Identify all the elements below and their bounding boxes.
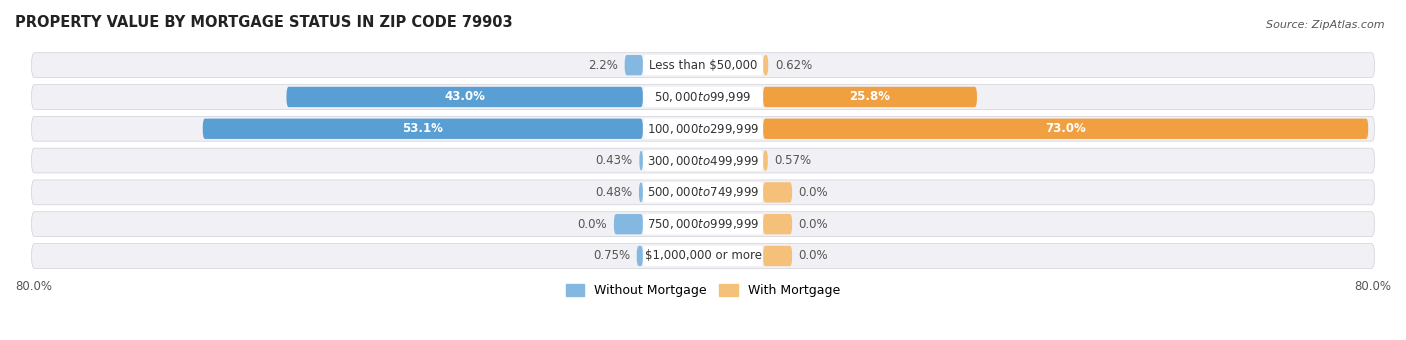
Text: $300,000 to $499,999: $300,000 to $499,999 (647, 154, 759, 168)
Text: Less than $50,000: Less than $50,000 (648, 58, 758, 72)
Text: 0.62%: 0.62% (775, 58, 813, 72)
Text: 80.0%: 80.0% (15, 280, 52, 293)
Text: $1,000,000 or more: $1,000,000 or more (644, 250, 762, 262)
FancyBboxPatch shape (31, 85, 1375, 109)
Text: 25.8%: 25.8% (849, 90, 890, 103)
FancyBboxPatch shape (624, 55, 643, 75)
Text: $100,000 to $299,999: $100,000 to $299,999 (647, 122, 759, 136)
FancyBboxPatch shape (31, 53, 1375, 78)
Text: 0.0%: 0.0% (799, 218, 828, 231)
Text: 0.57%: 0.57% (775, 154, 811, 167)
Text: $750,000 to $999,999: $750,000 to $999,999 (647, 217, 759, 231)
FancyBboxPatch shape (637, 246, 643, 266)
Text: 0.43%: 0.43% (596, 154, 633, 167)
FancyBboxPatch shape (287, 87, 643, 107)
Text: 80.0%: 80.0% (1354, 280, 1391, 293)
FancyBboxPatch shape (202, 119, 643, 139)
FancyBboxPatch shape (763, 182, 792, 203)
FancyBboxPatch shape (640, 150, 643, 171)
Text: 0.0%: 0.0% (799, 250, 828, 262)
FancyBboxPatch shape (31, 212, 1375, 237)
Text: $500,000 to $749,999: $500,000 to $749,999 (647, 185, 759, 199)
FancyBboxPatch shape (763, 246, 792, 266)
FancyBboxPatch shape (763, 150, 768, 171)
FancyBboxPatch shape (31, 148, 1375, 173)
FancyBboxPatch shape (763, 55, 768, 75)
FancyBboxPatch shape (643, 214, 763, 234)
FancyBboxPatch shape (614, 214, 643, 234)
FancyBboxPatch shape (643, 246, 763, 266)
FancyBboxPatch shape (643, 150, 763, 171)
FancyBboxPatch shape (763, 119, 1368, 139)
FancyBboxPatch shape (643, 182, 763, 203)
Legend: Without Mortgage, With Mortgage: Without Mortgage, With Mortgage (565, 284, 841, 298)
Text: $50,000 to $99,999: $50,000 to $99,999 (654, 90, 752, 104)
Text: 0.0%: 0.0% (578, 218, 607, 231)
Text: 2.2%: 2.2% (588, 58, 619, 72)
FancyBboxPatch shape (763, 214, 792, 234)
FancyBboxPatch shape (31, 116, 1375, 141)
Text: 53.1%: 53.1% (402, 122, 443, 135)
FancyBboxPatch shape (643, 87, 763, 107)
FancyBboxPatch shape (638, 182, 643, 203)
Text: PROPERTY VALUE BY MORTGAGE STATUS IN ZIP CODE 79903: PROPERTY VALUE BY MORTGAGE STATUS IN ZIP… (15, 15, 513, 30)
Text: 73.0%: 73.0% (1045, 122, 1085, 135)
Text: 0.48%: 0.48% (595, 186, 633, 199)
FancyBboxPatch shape (643, 55, 763, 75)
FancyBboxPatch shape (31, 243, 1375, 268)
Text: 0.75%: 0.75% (593, 250, 630, 262)
Text: 0.0%: 0.0% (799, 186, 828, 199)
FancyBboxPatch shape (31, 180, 1375, 205)
FancyBboxPatch shape (643, 119, 763, 139)
FancyBboxPatch shape (763, 87, 977, 107)
Text: 43.0%: 43.0% (444, 90, 485, 103)
Text: Source: ZipAtlas.com: Source: ZipAtlas.com (1267, 20, 1385, 30)
